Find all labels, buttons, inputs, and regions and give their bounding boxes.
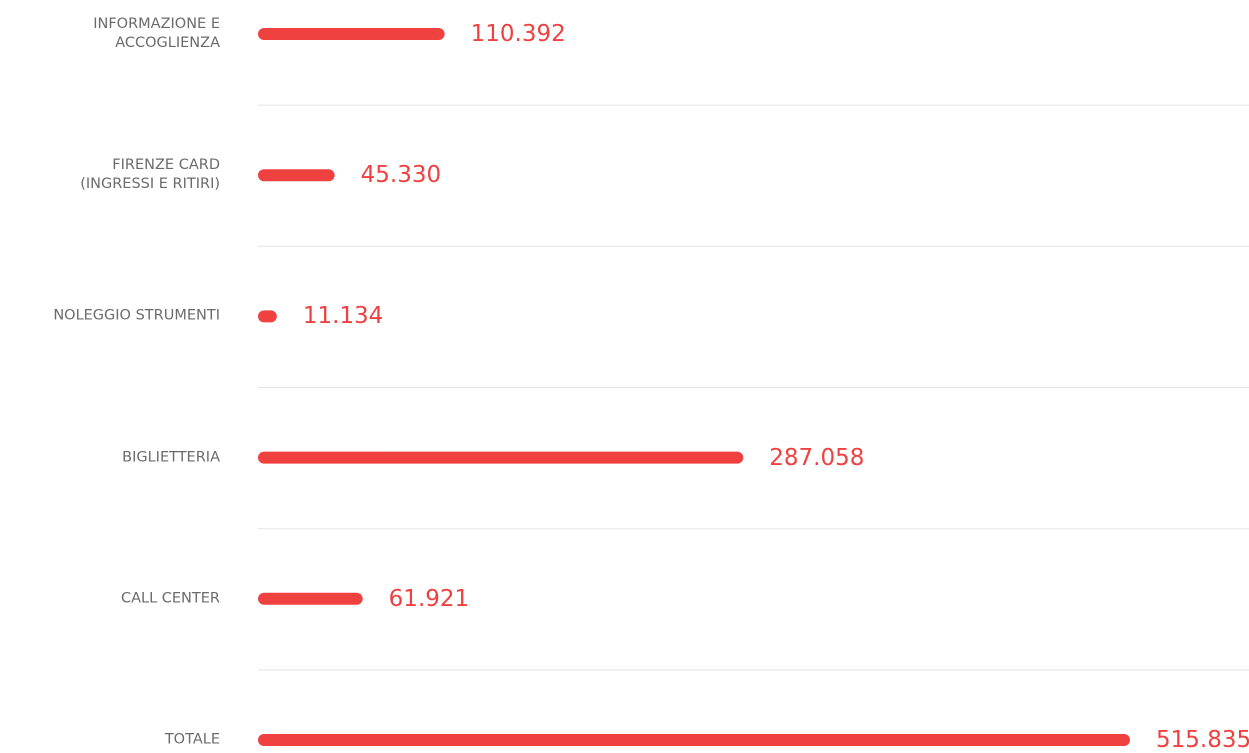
category-label: TOTALE	[164, 731, 220, 748]
category-label: BIGLIETTERIA	[122, 449, 220, 466]
category-label: INFORMAZIONE E ACCOGLIENZA	[93, 16, 220, 51]
value-label: 11.134	[302, 303, 384, 330]
category-label: NOLEGGIO STRUMENTI	[53, 307, 220, 324]
value-label: 110.392	[470, 21, 566, 47]
value-label: 61.921	[388, 585, 470, 612]
category-label: CALL CENTER	[120, 590, 220, 607]
value-label: 45.330	[360, 162, 442, 189]
category-label: FIRENZE CARD (INGRESSI E RITIRI)	[80, 157, 220, 193]
value-label: 287.058	[769, 444, 865, 471]
value-label: 515.835	[1156, 727, 1249, 753]
